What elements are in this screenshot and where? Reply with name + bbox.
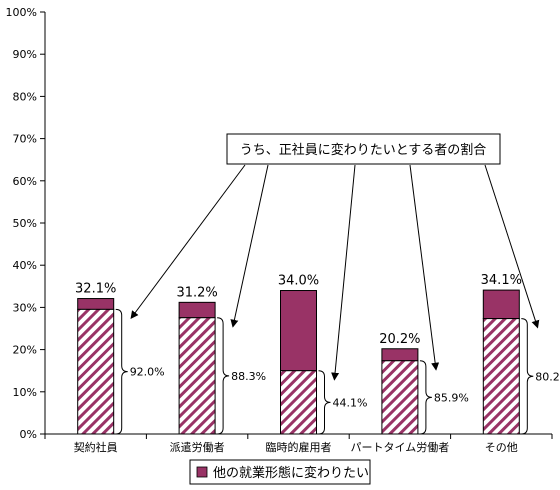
brace — [318, 370, 331, 435]
callout-arrow — [409, 164, 440, 371]
brace — [217, 317, 230, 435]
y-tick-label: 30% — [13, 301, 37, 314]
brace — [521, 318, 534, 435]
bar-total-label: 31.2% — [176, 285, 217, 300]
share-label: 44.1% — [333, 396, 368, 409]
x-category-label: その他 — [485, 441, 518, 454]
bar-total-label: 34.1% — [481, 273, 522, 288]
y-axis: 0% 10% 20% 30% 40% 50% 60% 70% 80% 90% 100% — [6, 6, 46, 441]
callout: うち、正社員に変わりたいとする者の割合 — [130, 133, 540, 381]
callout-arrow — [484, 164, 540, 329]
y-tick-label: 100% — [6, 6, 37, 19]
share-label: 85.9% — [434, 391, 469, 404]
callout-text: うち、正社員に変わりたいとする者の割合 — [240, 142, 487, 158]
brace — [115, 308, 128, 435]
y-tick-label: 80% — [13, 90, 37, 103]
y-tick-label: 90% — [13, 48, 37, 61]
y-tick-label: 20% — [13, 344, 37, 357]
legend-box — [189, 459, 371, 485]
y-tick-label: 0% — [20, 428, 37, 441]
x-category-label: 派遣労働者 — [170, 440, 225, 454]
bar-segment-regular — [381, 360, 419, 435]
y-tick-label: 50% — [13, 217, 37, 230]
bar-total-label: 34.0% — [278, 274, 319, 289]
legend-swatch — [196, 466, 208, 478]
legend: 他の就業形態に変わりたい — [189, 459, 371, 485]
braces: 92.0% 88.3% 44.1% 85.9% 80.2% — [115, 308, 560, 435]
bar-segment-other — [280, 290, 317, 372]
x-category-label: パートタイム労働者 — [351, 440, 450, 454]
bar-total-label: 20.2% — [379, 332, 420, 347]
brace — [419, 360, 432, 435]
x-category-label: 契約社員 — [74, 440, 118, 454]
bar-segment-regular — [77, 308, 115, 435]
bar-segment-regular — [178, 317, 216, 435]
callout-arrow — [230, 164, 269, 328]
callout-arrow — [331, 164, 356, 381]
bar-total-label: 32.1% — [75, 282, 116, 297]
bar-segment-regular — [482, 318, 520, 435]
bar-segment-regular — [280, 370, 317, 435]
share-label: 80.2% — [535, 370, 560, 383]
bar-segment-other — [178, 301, 216, 319]
callout-arrow — [130, 164, 246, 319]
bar-segment-other — [482, 289, 520, 320]
y-tick-label: 70% — [13, 133, 37, 146]
x-axis: 契約社員 派遣労働者 臨時的雇用者 パートタイム労働者 その他 — [44, 433, 553, 454]
bar-segment-other — [381, 348, 419, 362]
legend-label: 他の就業形態に変わりたい — [213, 465, 369, 481]
x-category-label: 臨時的雇用者 — [266, 440, 332, 454]
bars: 32.1% 31.2% 34.0% 20.2% 34.1% — [75, 273, 522, 435]
callout-box — [226, 133, 501, 165]
share-label: 92.0% — [130, 366, 165, 379]
share-label: 88.3% — [231, 370, 266, 383]
y-tick-label: 60% — [13, 175, 37, 188]
bar-segment-other — [77, 298, 115, 310]
y-tick-label: 40% — [13, 259, 37, 272]
y-tick-label: 10% — [13, 386, 37, 399]
